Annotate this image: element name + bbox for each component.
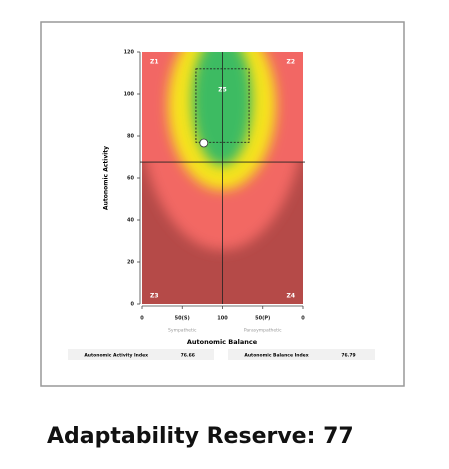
- y-tick-label: 120: [124, 50, 135, 56]
- y-tick-label: 60: [127, 176, 134, 182]
- y-axis-label: Autonomic Activity: [103, 146, 110, 210]
- x-tick-label: 0: [140, 316, 144, 322]
- footer-title: Adaptability Reserve: 77: [47, 424, 354, 449]
- zone-label: Z1: [150, 59, 159, 66]
- index-box: [228, 349, 375, 360]
- data-point: [199, 138, 209, 148]
- x-tick-label: 100: [217, 316, 228, 322]
- index-label: Autonomic Balance Index: [244, 353, 308, 359]
- x-tick-label: 0: [301, 316, 305, 322]
- y-tick-label: 0: [131, 302, 135, 308]
- zone-label: Z4: [286, 293, 295, 300]
- index-label: Autonomic Activity Index: [84, 353, 148, 359]
- index-value: 76.79: [341, 353, 355, 359]
- x-sublabel: Parasympathetic: [244, 328, 282, 334]
- zone-label: Z2: [286, 59, 295, 66]
- y-tick-label: 20: [127, 260, 134, 266]
- y-tick-label: 40: [127, 218, 134, 224]
- y-tick-label: 80: [127, 134, 134, 140]
- zone-label: Z3: [150, 293, 159, 300]
- index-box: [68, 349, 214, 360]
- index-value: 76.66: [181, 353, 195, 359]
- y-tick-label: 100: [124, 92, 135, 98]
- x-tick-label: 50(S): [175, 316, 190, 322]
- x-sublabel: Sympathetic: [168, 328, 197, 334]
- x-axis-label: Autonomic Balance: [187, 338, 258, 346]
- x-tick-label: 50(P): [255, 316, 270, 322]
